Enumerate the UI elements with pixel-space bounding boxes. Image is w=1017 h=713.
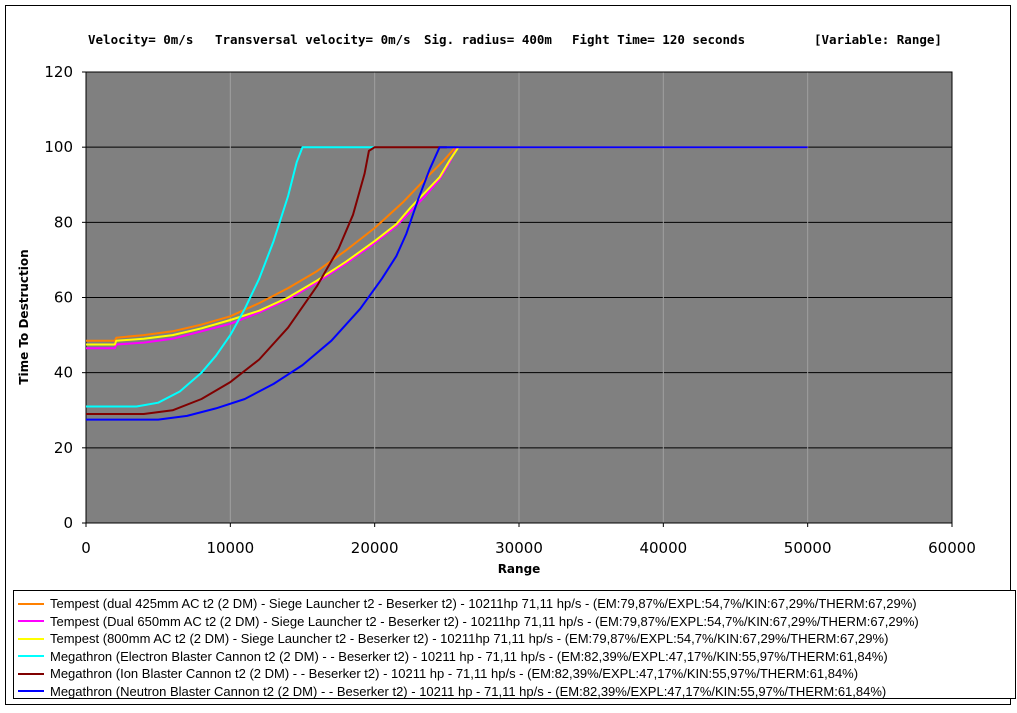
plot-border [85,71,953,524]
header-velocity: Velocity= 0m/s [88,32,193,47]
legend-item-1: Tempest (dual 425mm AC t2 (2 DM) - Siege… [18,595,1015,613]
y-tick-label: 20 [54,439,73,457]
x-axis-label: Range [498,562,541,576]
series-line-4 [86,146,375,408]
y-tick-label: 80 [54,213,73,231]
legend-item-6: Megathron (Neutron Blaster Cannon t2 (2 … [18,683,1015,701]
x-tick-label: 0 [81,539,91,557]
x-tick-label: 60000 [928,539,976,557]
legend-label: Megathron (Electron Blaster Cannon t2 (2… [50,648,888,664]
x-tick-label: 20000 [351,539,399,557]
header-sig-radius: Sig. radius= 400m [424,32,552,47]
y-tick-label: 40 [54,364,73,382]
x-tick-label: 30000 [495,539,543,557]
y-tick-label: 60 [54,289,73,307]
legend-swatch [18,690,44,693]
x-tick-label: 10000 [206,539,254,557]
series-line-3 [86,146,808,346]
legend-swatch [18,672,44,675]
legend-label: Tempest (dual 425mm AC t2 (2 DM) - Siege… [50,596,917,611]
header-variable: [Variable: Range] [814,32,942,47]
header-fight-time: Fight Time= 120 seconds [572,32,745,47]
y-axis-label: Time To Destruction [17,249,31,384]
series-line-2 [86,146,808,350]
legend-swatch [18,620,44,623]
y-tick-label: 0 [63,514,73,532]
series-line-5 [86,146,447,415]
legend: Tempest (dual 425mm AC t2 (2 DM) - Siege… [13,590,1016,699]
y-tick-label: 100 [44,138,73,156]
header-transversal-velocity: Transversal velocity= 0m/s [215,32,411,47]
legend-label: Tempest (800mm AC t2 (2 DM) - Siege Laun… [50,631,889,646]
axes: 0 20 40 60 80 100 120 0 10000 20000 30000 40000 5000… [44,63,976,557]
series-line-6 [86,146,808,421]
legend-item-3: Tempest (800mm AC t2 (2 DM) - Siege Laun… [18,630,1015,648]
series-line-1 [86,146,808,342]
series-layer [86,146,808,421]
legend-label: Megathron (Neutron Blaster Cannon t2 (2 … [50,683,887,699]
legend-label: Megathron (Ion Blaster Cannon t2 (2 DM) … [50,666,859,681]
legend-label: Tempest (Dual 650mm AC t2 (2 DM) - Siege… [50,613,919,629]
legend-item-4: Megathron (Electron Blaster Cannon t2 (2… [18,648,1015,666]
legend-swatch [18,655,44,658]
x-tick-label: 50000 [784,539,832,557]
legend-item-2: Tempest (Dual 650mm AC t2 (2 DM) - Siege… [18,613,1015,631]
legend-swatch [18,637,44,640]
legend-swatch [18,602,44,605]
x-tick-label: 40000 [639,539,687,557]
legend-item-5: Megathron (Ion Blaster Cannon t2 (2 DM) … [18,665,1015,683]
y-tick-label: 120 [44,63,73,81]
